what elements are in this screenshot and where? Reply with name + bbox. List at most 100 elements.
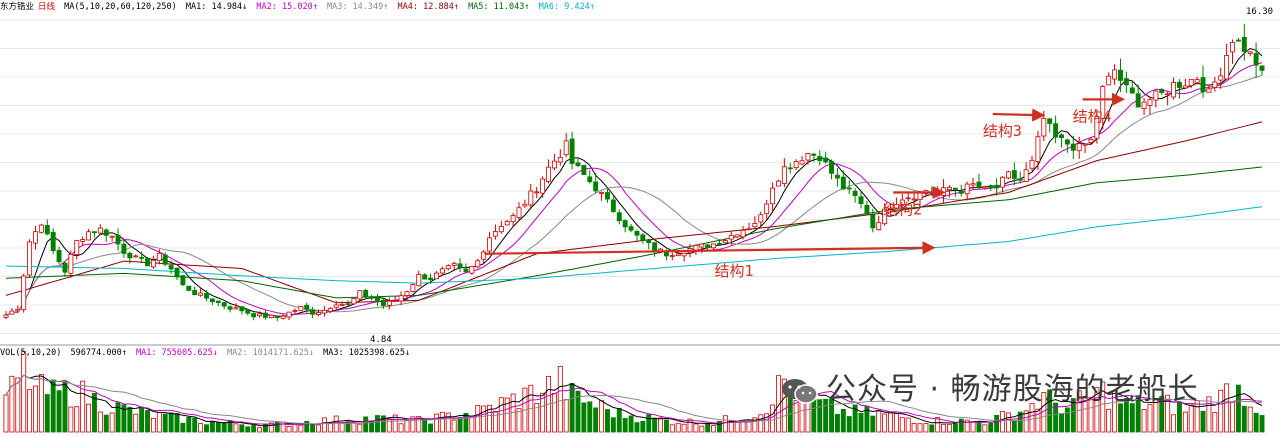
candle-body xyxy=(758,214,764,223)
volume-bar xyxy=(392,414,398,433)
volume-bar xyxy=(540,392,546,433)
candle-body xyxy=(121,243,127,254)
candle-body xyxy=(50,231,56,252)
candle-body xyxy=(345,303,351,306)
candle xyxy=(239,306,245,315)
candle-body xyxy=(546,166,551,182)
candle xyxy=(1206,84,1212,93)
candle xyxy=(1070,135,1076,160)
candle-body xyxy=(605,192,610,200)
candle xyxy=(941,179,947,204)
candle-body xyxy=(180,275,186,286)
volume-bar xyxy=(764,413,770,433)
volume-bar xyxy=(239,424,245,433)
stock-name: 东方锆业 xyxy=(0,2,35,12)
volume-bar xyxy=(722,415,728,433)
volume-bar xyxy=(198,423,204,433)
candle-body xyxy=(1100,86,1106,119)
candle-body xyxy=(498,226,504,233)
volume-bar xyxy=(793,399,799,433)
candle-body xyxy=(439,268,445,274)
candle-body xyxy=(870,214,876,229)
candle xyxy=(380,297,386,309)
candle-body xyxy=(834,174,840,179)
candle-body xyxy=(1053,123,1059,138)
candle xyxy=(669,252,675,261)
candle xyxy=(133,254,139,258)
candle-body xyxy=(1253,53,1259,66)
ma3-value: MA3: 14.349↑ xyxy=(326,2,389,12)
candle xyxy=(829,159,835,180)
volume-bar xyxy=(976,421,982,433)
candle xyxy=(970,177,976,190)
volume-bar xyxy=(952,423,958,433)
candle xyxy=(1059,133,1064,148)
candle xyxy=(510,212,516,228)
structure-annotations: 结构1 结构2 结构3 结构4 xyxy=(484,92,1126,280)
candle-body xyxy=(428,277,434,280)
candle-body xyxy=(1259,65,1265,71)
candle-body xyxy=(510,215,516,223)
candle-body xyxy=(1182,85,1188,89)
candle-body xyxy=(888,207,893,210)
candle xyxy=(62,261,68,277)
volume-bar xyxy=(711,425,717,433)
candle-body xyxy=(245,309,251,314)
candle-body xyxy=(1159,89,1165,93)
candle-body xyxy=(787,167,793,170)
volume-bar xyxy=(1159,395,1165,433)
volume-bar xyxy=(870,415,876,433)
candle-body xyxy=(416,274,422,287)
candle xyxy=(746,222,752,231)
candle xyxy=(227,305,233,313)
candle xyxy=(50,228,56,255)
candle-body xyxy=(357,290,363,300)
candle xyxy=(581,165,587,175)
candle-body xyxy=(91,231,97,234)
volume-bar xyxy=(451,419,457,433)
candle xyxy=(1171,77,1177,100)
volume-bar xyxy=(840,408,846,433)
vol-ma1: MA1: 755605.625↓ xyxy=(135,348,218,358)
candle xyxy=(498,220,504,234)
candle-body xyxy=(728,235,734,240)
candle xyxy=(475,258,481,269)
candle-body xyxy=(386,300,392,306)
ma5-value: MA5: 11.043↑ xyxy=(468,2,530,12)
candle-body xyxy=(675,253,681,257)
candle xyxy=(575,157,581,168)
volume-bar xyxy=(605,409,610,433)
volume-bar xyxy=(180,422,186,433)
period-label[interactable]: 日线 xyxy=(38,2,56,12)
candle-body xyxy=(304,304,310,310)
candle-body xyxy=(133,255,139,258)
volume-bar xyxy=(1224,383,1230,433)
candle xyxy=(404,290,410,301)
volume-bar xyxy=(274,421,280,433)
candle xyxy=(516,202,522,222)
volume-bar xyxy=(386,418,392,433)
candle xyxy=(251,312,257,321)
candle xyxy=(487,232,492,255)
candle-body xyxy=(1218,75,1224,81)
candle xyxy=(127,251,133,264)
volume-bar xyxy=(817,399,823,433)
candle-body xyxy=(215,300,221,303)
volume-bar xyxy=(38,374,44,433)
volume-bar xyxy=(864,406,870,433)
candle xyxy=(1023,162,1029,182)
candle xyxy=(1253,42,1259,78)
candle xyxy=(445,264,451,271)
volume-bar xyxy=(899,417,905,433)
candle-body xyxy=(534,191,540,194)
candle-body xyxy=(799,160,805,165)
candle xyxy=(1076,136,1082,159)
candle xyxy=(80,236,86,247)
candle-body xyxy=(1241,36,1247,52)
volume-bar xyxy=(1259,415,1265,433)
candle xyxy=(316,309,321,317)
candle xyxy=(534,187,540,199)
candle xyxy=(433,271,439,280)
